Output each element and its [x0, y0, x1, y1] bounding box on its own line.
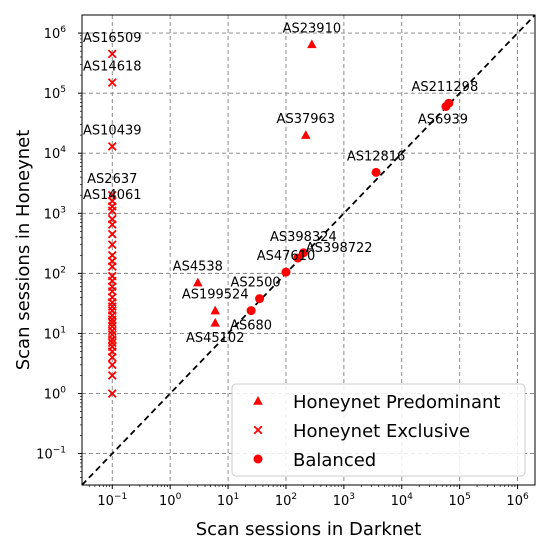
plot-frame [81, 14, 536, 486]
annotation-label: AS398324 [270, 230, 337, 245]
data-point-circle [281, 267, 291, 277]
data-point-cross [107, 360, 117, 370]
annotation-label: AS14618 [83, 60, 142, 75]
annotation-label: AS16509 [83, 31, 142, 46]
data-point-triangle [193, 277, 203, 287]
data-point-triangle [301, 130, 311, 139]
annotation-label: AS199524 [182, 288, 249, 303]
data-point-triangle [307, 39, 317, 49]
data-point-cross [107, 315, 117, 325]
annotation-label: AS12816 [347, 149, 406, 164]
annotation-label: AS211298 [411, 80, 478, 95]
data-point-cross [107, 206, 117, 216]
legend-label: Balanced [293, 450, 376, 471]
annotation-label: AS398722 [306, 241, 373, 256]
data-point-cross [107, 370, 117, 380]
data-point-cross [107, 352, 117, 362]
point-annotations: AS23910 AS16509 AS14618 AS211298 AS6939 AS379… [83, 21, 478, 346]
data-point-cross [107, 318, 117, 328]
data-point-circle [255, 294, 265, 304]
legend-label: Honeynet Predominant [293, 392, 500, 413]
annotation-label: AS23910 [283, 21, 342, 36]
data-point-triangle [210, 305, 220, 315]
data-point-cross [107, 334, 117, 344]
diagonal-reference-line [81, 14, 536, 486]
y-axis-label: Scan sessions in Honeynet [13, 130, 34, 371]
annotation-label: AS45102 [186, 331, 245, 346]
annotation-label: AS680 [230, 319, 272, 334]
data-point-circle [293, 253, 303, 263]
data-point-circle [441, 101, 451, 111]
legend-marker-circle [253, 454, 263, 464]
data-point-cross [107, 141, 117, 151]
data-point-triangle [210, 317, 220, 327]
legend: Honeynet Predominant Honeynet Exclusive Ba… [231, 383, 526, 477]
annotation-label: AS10439 [83, 123, 142, 138]
legend-label: Honeynet Exclusive [293, 421, 470, 442]
annotation-label: AS4538 [173, 260, 223, 275]
data-point-cross [107, 389, 117, 398]
data-point-cross [107, 78, 117, 88]
x-axis-label: Scan sessions in Darknet [196, 519, 422, 540]
annotation-label: AS47610 [257, 249, 316, 264]
data-point-circle [246, 306, 256, 316]
annotation-label: AS37963 [277, 112, 336, 127]
data-point-circle [371, 167, 381, 177]
data-point-cross [107, 220, 117, 229]
legend-box [231, 383, 526, 477]
data-points [107, 39, 454, 398]
data-point-cross [107, 240, 117, 250]
annotation-label: AS14061 [83, 188, 142, 203]
legend-marker-triangle [253, 396, 263, 405]
legend-marker-cross [253, 425, 263, 435]
annotation-label: AS2500 [230, 276, 280, 291]
data-point-cross [107, 229, 117, 239]
data-point-cross [107, 49, 117, 59]
annotation-label: AS6939 [418, 112, 468, 127]
annotation-label: AS2637 [87, 172, 137, 187]
data-point-cross [107, 262, 117, 271]
